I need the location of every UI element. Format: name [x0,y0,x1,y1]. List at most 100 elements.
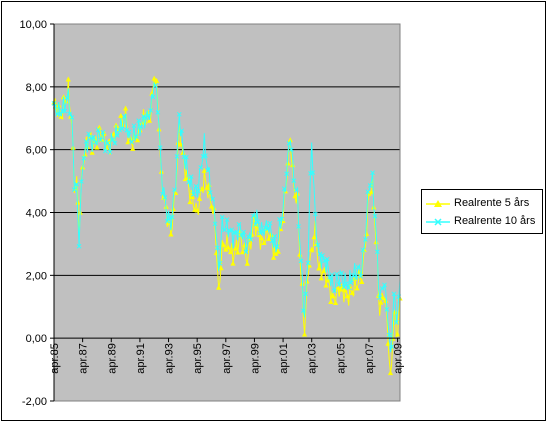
data-point [324,256,330,262]
data-point [309,246,315,252]
data-point [177,141,184,147]
data-point [284,171,290,177]
data-point [354,285,360,291]
y-tick-label: -2,00 [22,396,47,408]
data-point [239,249,246,255]
data-point [341,284,347,290]
data-point [96,124,102,130]
data-point [86,131,91,137]
data-point [95,127,101,133]
data-point [187,199,193,205]
data-point [69,115,75,120]
data-point [292,193,298,199]
data-point [196,188,201,194]
data-point [227,249,234,255]
data-point [293,187,299,193]
y-tick-label: 8,00 [26,82,47,94]
data-point [133,134,139,139]
data-point [365,189,371,195]
data-point [332,288,337,294]
data-point [353,275,359,281]
data-point [89,149,95,155]
data-point [64,95,70,101]
data-point [259,235,265,241]
data-point [112,140,118,146]
data-point [356,268,363,274]
data-point [98,137,103,143]
data-point [395,331,401,337]
data-point [94,144,100,150]
legend-marker-x-icon [426,218,450,226]
x-tick-label: apr.07 [364,343,376,374]
data-point [267,220,273,226]
data-point [305,260,311,266]
data-point [298,258,304,264]
data-point [119,126,125,132]
data-point [224,217,230,222]
legend-label: Realrente 5 års [454,197,530,209]
data-point [334,271,340,277]
data-point [269,238,275,244]
data-point [76,243,82,249]
data-point [336,282,342,287]
data-point [355,264,361,270]
data-point [141,113,146,119]
data-point [378,299,384,305]
data-point [122,105,129,111]
data-point [145,113,151,119]
data-point [219,214,225,220]
data-point [323,282,329,288]
data-point [244,260,250,266]
data-point [248,237,254,243]
data-point [235,249,241,255]
data-point [329,272,335,278]
data-point [243,249,249,255]
x-tick-label: apr.85 [49,343,61,374]
data-point [317,251,323,257]
data-point [261,239,267,245]
data-point [360,247,366,253]
data-point [173,189,179,195]
data-point [303,291,309,297]
data-point [71,187,77,192]
data-point [125,139,131,145]
data-point [391,291,397,297]
data-point [301,308,306,314]
x-tick-label: apr.09 [393,343,405,374]
data-point [110,137,115,143]
data-point [266,235,272,241]
data-point [310,170,316,175]
data-point [238,232,244,238]
data-point [281,186,287,192]
data-point [170,206,176,212]
data-point [146,117,153,123]
data-point [384,307,390,312]
data-point [117,127,122,133]
data-point [162,194,168,200]
data-point [63,98,69,104]
data-point [184,154,189,160]
data-point [285,160,291,166]
data-point [201,167,207,173]
data-point [204,184,210,190]
data-point [274,244,280,249]
data-point [75,199,81,205]
data-point [79,179,84,184]
data-point [385,340,391,346]
data-point [174,154,180,159]
data-point [172,187,177,193]
data-point [93,139,99,145]
data-point [130,145,136,151]
x-tick-label: apr.93 [164,343,176,374]
x-tick-label: apr.01 [278,343,290,374]
data-point [142,119,148,125]
x-tick-label: apr.89 [106,343,118,374]
legend-marker-triangle-icon [426,200,450,207]
data-point [383,297,389,303]
data-point [129,139,134,145]
data-point [62,108,68,114]
data-point [193,183,199,189]
y-tick-label: 10,00 [19,19,47,31]
data-point [150,94,156,100]
